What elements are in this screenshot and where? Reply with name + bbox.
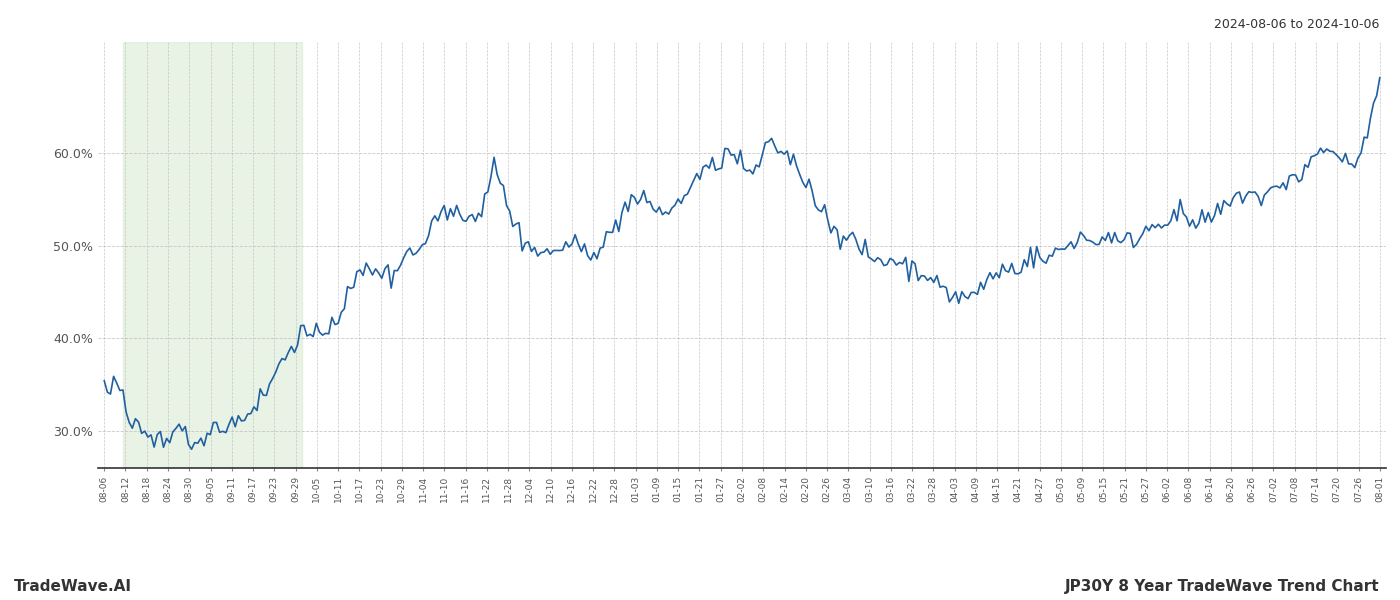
Text: TradeWave.AI: TradeWave.AI bbox=[14, 579, 132, 594]
Text: 2024-08-06 to 2024-10-06: 2024-08-06 to 2024-10-06 bbox=[1214, 18, 1379, 31]
Text: JP30Y 8 Year TradeWave Trend Chart: JP30Y 8 Year TradeWave Trend Chart bbox=[1064, 579, 1379, 594]
Bar bbox=[123, 42, 302, 468]
